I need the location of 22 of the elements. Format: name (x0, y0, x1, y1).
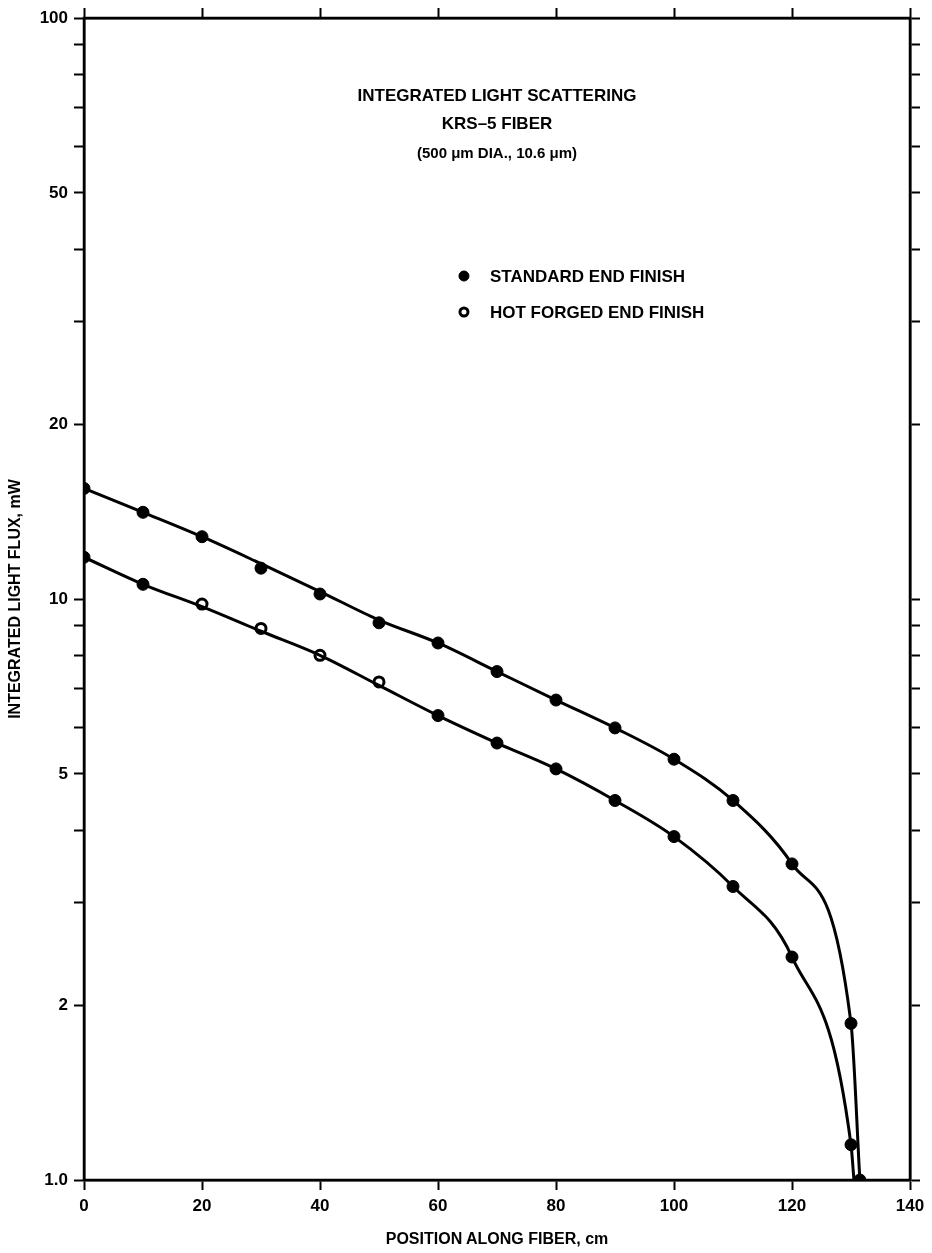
y-axis-title: INTEGRATED LIGHT FLUX, mW (6, 478, 24, 719)
legend-label: HOT FORGED END FINISH (489, 302, 705, 322)
y-tick-label: 2 (58, 994, 68, 1014)
text: KRS–5 FIBER (441, 113, 553, 133)
y-tick-label: 100 (39, 7, 68, 27)
x-tick-label: 140 (895, 1195, 925, 1215)
y-tick-label: 50 (49, 182, 68, 202)
annotation: (500 μm DIA., 10.6 μm) (416, 144, 578, 162)
y-tick-label: 10 (49, 588, 68, 608)
y-tick-label: 1.0 (44, 1169, 68, 1189)
x-tick-label: 0 (79, 1195, 89, 1215)
x-tick-label: 40 (310, 1195, 330, 1215)
x-axis-title: POSITION ALONG FIBER, cm (385, 1229, 609, 1247)
x-tick-label: 60 (428, 1195, 448, 1215)
x-tick-label: 80 (546, 1195, 566, 1215)
x-tick-label: 20 (192, 1195, 212, 1215)
y-tick-label: 20 (49, 413, 68, 433)
x-tick-label: 100 (659, 1195, 689, 1215)
text: INTEGRATED LIGHT SCATTERING (357, 85, 637, 105)
legend-label: STANDARD END FINISH (489, 266, 686, 286)
x-tick-label: 120 (777, 1195, 807, 1215)
y-tick-label: 5 (58, 763, 68, 783)
